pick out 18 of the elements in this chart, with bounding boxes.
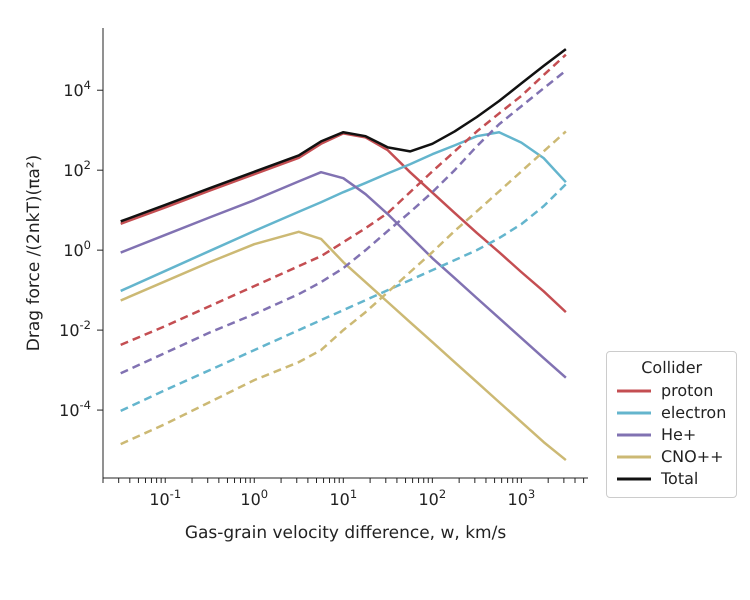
x-tick-label: 10$^{-1}$ [149, 487, 182, 509]
x-axis-title: Gas-grain velocity difference, w, km/s [184, 523, 506, 543]
legend-label: He+ [661, 425, 696, 444]
legend-label: electron [661, 403, 726, 422]
legend-label: CNO++ [661, 447, 724, 466]
legend-label: Total [661, 469, 698, 488]
legend-label: proton [661, 381, 714, 400]
x-tick-label: 10$^{1}$ [329, 487, 358, 509]
y-tick-label: 10$^{4}$ [63, 78, 91, 100]
y-tick-label: 10$^{0}$ [63, 238, 91, 260]
y-tick-label: 10$^{-4}$ [59, 398, 91, 420]
y-tick-label: 10$^{-2}$ [59, 318, 91, 340]
y-tick-label: 10$^{2}$ [63, 158, 91, 180]
x-tick-label: 10$^{2}$ [418, 487, 446, 509]
x-tick-label: 10$^{3}$ [508, 487, 536, 509]
x-tick-label: 10$^{0}$ [240, 487, 268, 509]
y-axis-title: Drag force /(2nkT)(πa²) [24, 154, 44, 352]
legend-title: Collider [640, 358, 704, 377]
